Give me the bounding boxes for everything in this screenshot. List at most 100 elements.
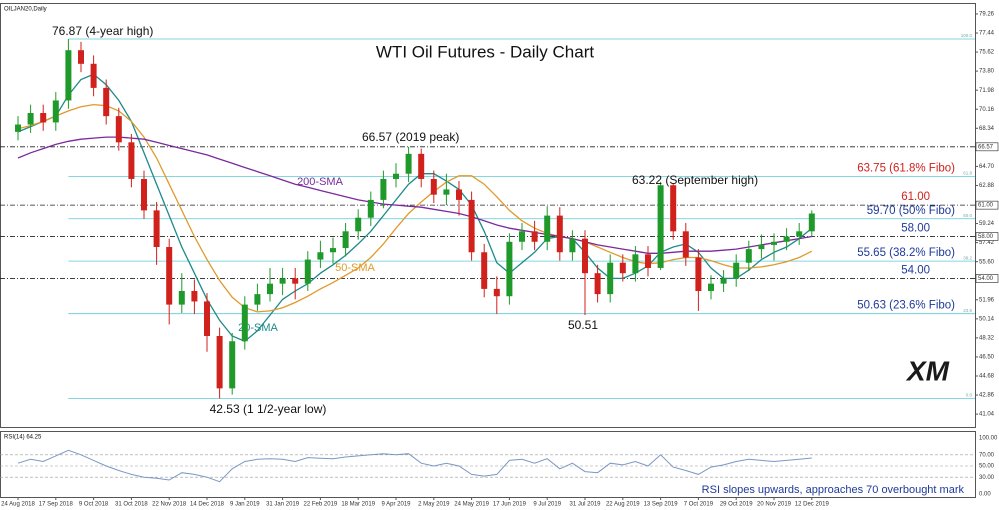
y-tick-label: 51.96 [979, 297, 995, 303]
candle-body [65, 50, 72, 101]
x-tick-label: 14 Dec 2018 [190, 502, 225, 508]
candle-body [783, 236, 790, 242]
rsi-panel [0, 431, 976, 498]
x-tick-label: 7 Oct 2019 [684, 502, 714, 508]
x-tick-label: 24 May 2019 [454, 502, 489, 508]
y-tick-label: 48.32 [979, 335, 995, 341]
candle-body [695, 257, 702, 291]
candle-body [481, 252, 488, 289]
candle-body [808, 213, 815, 232]
candle-body [745, 249, 752, 263]
x-tick-label: 20 Nov 2019 [757, 502, 792, 508]
x-tick-label: 12 Dec 2019 [795, 502, 830, 508]
candle-body [708, 283, 714, 291]
candle-body [304, 259, 311, 284]
candle-body [166, 247, 173, 305]
sma-label: 200-SMA [297, 176, 344, 188]
axis-box [975, 200, 999, 210]
y-tick-label: 73.80 [979, 69, 995, 75]
candle-body [141, 178, 147, 211]
y-tick-label: 68.34 [979, 126, 995, 132]
y-tick-label: 44.68 [979, 374, 995, 380]
level-text: 54.00 [901, 264, 930, 276]
y-tick-label: 79.26 [979, 12, 995, 18]
x-tick-label: 24 Aug 2018 [1, 502, 35, 508]
axis-level-label: 58.00 [978, 234, 994, 240]
candle-body [607, 262, 614, 295]
x-tick-label: 9 Oct 2018 [79, 502, 109, 508]
candle-body [40, 113, 47, 123]
candle-body [771, 241, 777, 245]
candle-body [355, 217, 362, 232]
sma-line [17, 73, 813, 342]
candle-body [720, 278, 727, 284]
fibo-tag: 0.0 [966, 393, 973, 398]
candle-body [405, 153, 412, 174]
candle-body [342, 231, 349, 249]
x-tick-label: 31 Jan 2019 [266, 502, 300, 508]
fibo-tag: 100.0 [961, 33, 973, 38]
candle-body [418, 153, 425, 179]
candle-body [380, 178, 387, 200]
x-tick-label: 17 Sep 2018 [39, 502, 74, 508]
fibo-tag: 23.6 [963, 308, 972, 313]
candle-body [204, 301, 210, 337]
sma-line [17, 103, 813, 313]
y-tick-label: 41.04 [979, 412, 995, 418]
candle-body [468, 199, 475, 253]
candle-body [682, 231, 689, 258]
y-tick-label: 59.24 [979, 221, 995, 227]
candle-body [456, 189, 462, 200]
fibo-tag: 38.2 [963, 255, 972, 260]
candle-body [128, 142, 135, 179]
candle-body [279, 278, 286, 284]
y-tick-label: 77.44 [979, 31, 995, 37]
x-tick-label: 22 Nov 2018 [152, 502, 187, 508]
candle-body [103, 87, 110, 117]
candle-body [115, 116, 122, 143]
sma-label: 50-SMA [335, 262, 375, 274]
candle-body [330, 248, 336, 253]
fibo-text: 50.63 (23.6% Fibo) [857, 300, 955, 312]
symbol-label: OILJAN20,Daily [4, 7, 47, 13]
candle-body [632, 254, 639, 274]
candle-body [78, 50, 84, 64]
rsi-line [17, 449, 812, 483]
x-tick-label: 22 Aug 2019 [606, 502, 640, 508]
x-tick-label: 18 Mar 2019 [341, 502, 375, 508]
candle-body [506, 241, 513, 297]
candle-body [191, 290, 198, 302]
candle-body [292, 278, 299, 284]
candle-body [582, 238, 588, 274]
candle-body [531, 231, 538, 242]
candle-body [267, 283, 273, 295]
level-text: 61.00 [901, 191, 930, 203]
candle-body [229, 341, 236, 389]
fibo-tag: 61.8 [963, 171, 972, 176]
candle-body [594, 273, 601, 295]
candle-body [27, 113, 34, 125]
candle-body [519, 231, 525, 242]
x-tick-label: 9 Apr 2019 [381, 502, 411, 508]
price-panel [0, 3, 976, 428]
sma-line [17, 136, 812, 254]
candle-body [90, 63, 97, 88]
candle-body [619, 262, 626, 274]
logo: XM [905, 355, 950, 386]
annotation: 50.51 [568, 318, 598, 332]
y-tick-label: 70.16 [979, 107, 995, 113]
axis-level-label: 66.57 [978, 144, 994, 150]
x-tick-label: 22 Feb 2019 [304, 502, 338, 508]
candle-body [317, 252, 324, 260]
chart-title: WTI Oil Futures - Daily Chart [376, 42, 594, 61]
candle-body [796, 231, 803, 237]
x-tick-label: 9 Jan 2019 [230, 502, 260, 508]
annotation: 63.22 (September high) [632, 173, 758, 187]
candle-body [569, 238, 576, 253]
fibo-tag: 50.0 [963, 213, 972, 218]
y-tick-label: 42.86 [979, 393, 995, 399]
annotation: 66.57 (2019 peak) [362, 130, 459, 144]
x-tick-label: 17 Jun 2019 [493, 502, 527, 508]
candle-body [52, 100, 59, 123]
